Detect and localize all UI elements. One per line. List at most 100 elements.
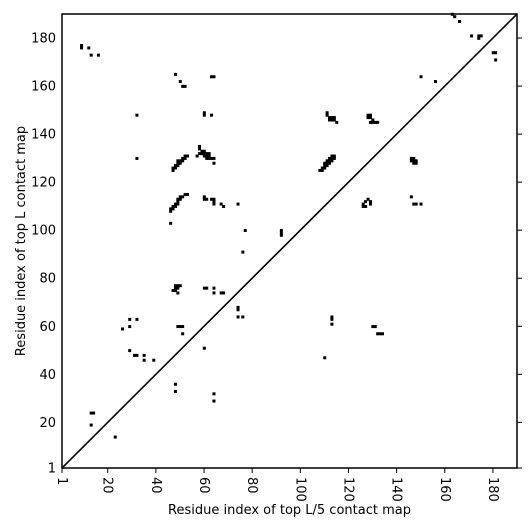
contact-point [183,156,187,160]
contact-point [135,317,139,321]
contact-point [419,202,423,206]
contact-point [183,192,187,196]
contact-point [202,346,206,350]
x-axis-label: Residue index of top L/5 contact map [168,503,411,518]
contact-point [212,197,216,201]
contact-point [200,152,204,156]
contact-point [202,154,206,158]
contact-point [368,200,372,204]
contact-point [207,156,211,160]
plot-frame [61,13,518,469]
contact-point [222,204,226,208]
contact-point [222,291,226,295]
contact-point [212,200,216,204]
contact-point [328,159,332,163]
contact-point [409,159,413,163]
contact-point [371,118,375,122]
contact-point [330,159,334,163]
contact-point [181,156,185,160]
contact-point [89,411,93,415]
contact-point [210,113,214,117]
contact-point [371,325,375,329]
contact-point [412,161,416,165]
contact-point [178,284,182,288]
contact-point [368,116,372,120]
contact-point [198,147,202,151]
contact-point [279,231,283,235]
contact-point [361,202,365,206]
contact-point [412,159,416,163]
x-tick-label: 40 [148,477,163,494]
contact-point [325,111,329,115]
contact-point [330,156,334,160]
contact-point [205,154,209,158]
contact-point [323,356,327,360]
contact-point [128,325,132,329]
contact-point [376,120,380,124]
contact-point [176,325,180,329]
contact-point [173,389,177,393]
contact-point [152,358,156,362]
contact-point [323,161,327,165]
y-tick-label: 120 [31,176,56,191]
contact-point [198,152,202,156]
contact-point [169,209,173,213]
contact-point [176,164,180,168]
contact-point [183,84,187,88]
contact-point [328,116,332,120]
contact-point [96,53,100,57]
y-axis-label: Residue index of top L contact map [14,126,29,356]
contact-point [178,325,182,329]
contact-point [128,317,132,321]
contact-point [212,399,216,403]
contact-point [178,161,182,165]
contact-point [202,286,206,290]
x-tick-label: 180 [485,477,500,502]
contact-point [241,250,245,254]
contact-point [366,113,370,117]
contact-point [409,195,413,199]
contact-point [332,154,336,158]
contact-point [433,80,437,84]
contact-point [330,317,334,321]
contact-point [491,51,495,55]
contact-point [176,284,180,288]
contact-point [176,291,180,295]
contact-point [92,411,96,415]
contact-point [332,156,336,160]
contact-point [205,156,209,160]
contact-point [181,325,185,329]
contact-point [205,286,209,290]
contact-point [494,51,498,55]
contact-point [202,111,206,115]
contact-point [171,204,175,208]
contact-point [453,15,457,19]
contact-point [236,308,240,312]
contact-point [183,154,187,158]
contact-point [412,156,416,160]
contact-point [279,233,283,237]
diagonal-line [61,13,518,469]
contact-point [212,75,216,79]
contact-point [412,202,416,206]
contact-point [236,202,240,206]
contact-point [173,289,177,293]
contact-point [373,325,377,329]
contact-point [368,113,372,117]
contact-point [113,435,117,439]
contact-point [325,159,329,163]
contact-point [332,116,336,120]
contact-point [202,113,206,117]
contact-point [378,332,382,336]
contact-point [135,113,139,117]
contact-point [479,34,483,38]
contact-point [325,113,329,117]
contact-point [236,305,240,309]
contact-point [176,202,180,206]
contact-point [173,72,177,76]
x-tick-label: 1 [54,477,69,485]
y-tick-label: 160 [31,80,56,95]
contact-point [173,284,177,288]
contact-point [195,154,199,158]
